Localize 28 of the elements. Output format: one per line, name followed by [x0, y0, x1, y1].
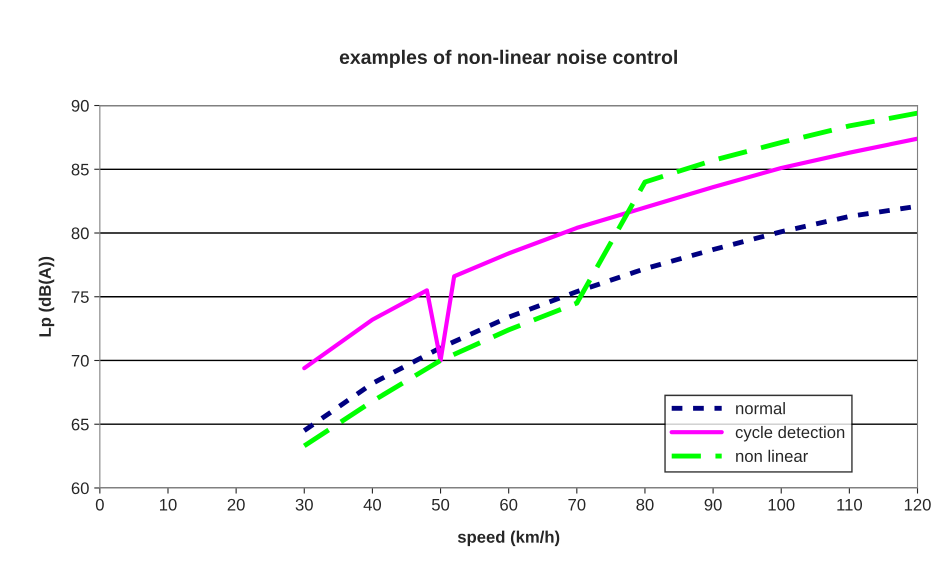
y-tick-label: 70	[72, 354, 89, 367]
x-tick-label: 10	[160, 498, 177, 511]
x-tick-label: 110	[837, 498, 862, 511]
x-tick-label: 120	[904, 498, 931, 511]
x-tick-label: 80	[636, 498, 654, 511]
chart-title: examples of non-linear noise control	[340, 50, 677, 68]
x-tick-label: 40	[364, 498, 382, 511]
legend-label: non linear	[736, 450, 808, 462]
x-tick-label: 20	[228, 498, 245, 511]
y-tick-label: 60	[72, 482, 89, 494]
x-tick-label: 30	[296, 498, 313, 511]
y-tick-label: 80	[72, 227, 89, 240]
y-tick-label: 65	[72, 418, 89, 430]
legend-label: cycle detection	[736, 426, 844, 442]
x-tick-label: 100	[768, 498, 794, 511]
x-tick-label: 50	[432, 498, 450, 511]
y-tick-label: 75	[72, 291, 89, 303]
y-tick-label: 85	[72, 164, 89, 176]
x-tick-label: 90	[704, 498, 722, 511]
x-tick-label: 70	[568, 498, 586, 511]
x-tick-label: 0	[96, 498, 104, 511]
legend-label: normal	[736, 402, 785, 414]
y-tick-label: 90	[72, 100, 89, 112]
line-series	[302, 110, 918, 448]
x-axis-title: speed (km/h)	[458, 530, 560, 546]
line-series	[302, 136, 918, 370]
x-tick-label: 60	[500, 498, 518, 511]
y-axis-title: Lp (dB(A))	[38, 256, 54, 336]
